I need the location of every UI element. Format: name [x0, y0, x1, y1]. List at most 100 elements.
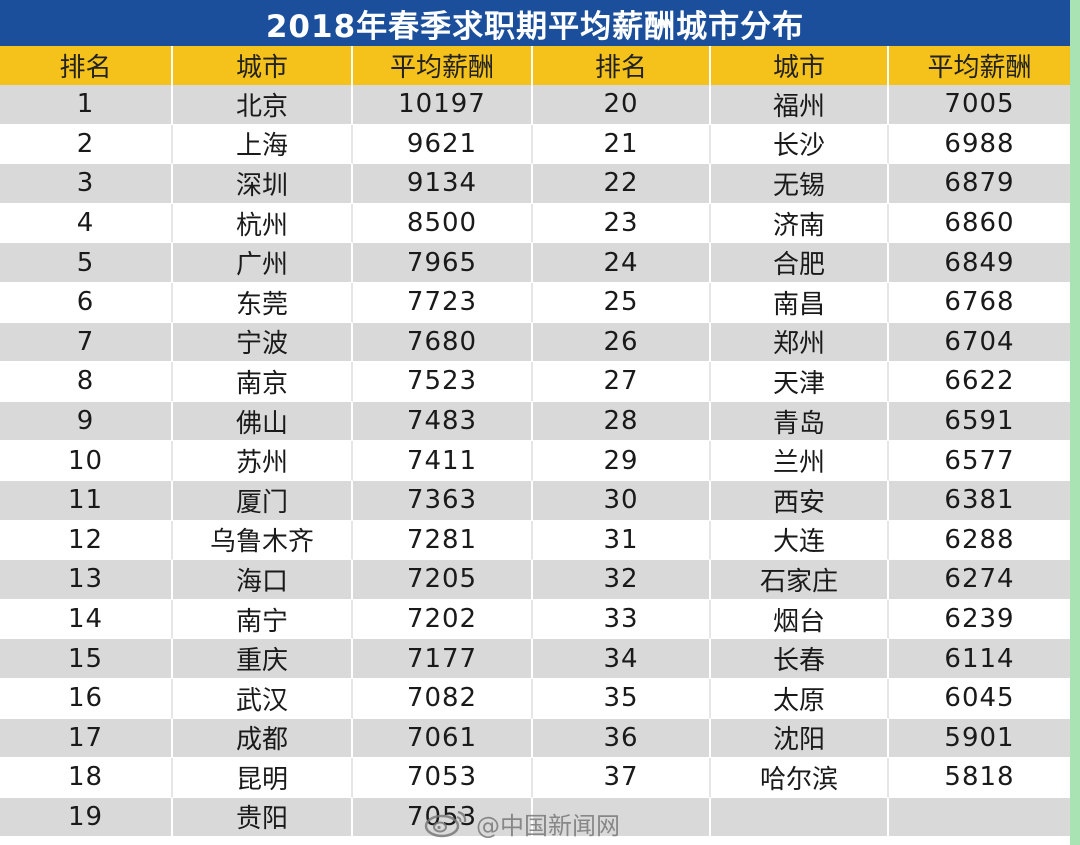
rank-cell: 26	[533, 322, 711, 363]
city-cell: 佛山	[173, 401, 353, 442]
table-row: 7 宁波 7680 26 郑州 6704	[0, 322, 1070, 363]
rank-cell: 15	[0, 639, 173, 679]
table-row: 8 南京 7523 27 天津 6622	[0, 362, 1070, 402]
city-cell: 南宁	[173, 599, 353, 640]
salary-cell: 6704	[889, 322, 1070, 363]
rank-cell: 13	[0, 560, 173, 600]
rank-cell: 27	[533, 362, 711, 402]
rank-cell	[533, 797, 711, 838]
rank-cell: 23	[533, 203, 711, 244]
city-cell: 昆明	[173, 758, 353, 798]
salary-cell: 7061	[353, 718, 533, 759]
city-cell: 北京	[173, 85, 353, 125]
salary-cell: 7177	[353, 639, 533, 679]
city-cell: 苏州	[173, 441, 353, 481]
city-cell: 海口	[173, 560, 353, 600]
rank-cell: 11	[0, 480, 173, 521]
salary-cell: 9134	[353, 164, 533, 204]
rank-cell: 9	[0, 401, 173, 442]
city-cell: 南昌	[711, 282, 889, 323]
city-cell: 天津	[711, 362, 889, 402]
rank-cell: 31	[533, 520, 711, 561]
city-cell: 宁波	[173, 322, 353, 363]
rank-cell: 12	[0, 520, 173, 561]
salary-cell: 7723	[353, 282, 533, 323]
city-cell: 贵阳	[173, 797, 353, 838]
city-cell: 青岛	[711, 401, 889, 442]
rank-cell: 3	[0, 164, 173, 204]
salary-cell: 7205	[353, 560, 533, 600]
city-cell: 上海	[173, 124, 353, 165]
salary-cell: 7202	[353, 599, 533, 640]
salary-cell: 7053	[353, 758, 533, 798]
table-row: 17 成都 7061 36 沈阳 5901	[0, 718, 1070, 759]
rank-cell: 16	[0, 678, 173, 719]
salary-cell: 6849	[889, 243, 1070, 283]
city-cell: 烟台	[711, 599, 889, 640]
table-row: 3 深圳 9134 22 无锡 6879	[0, 164, 1070, 204]
salary-cell: 10197	[353, 85, 533, 125]
city-cell: 南京	[173, 362, 353, 402]
city-cell: 厦门	[173, 480, 353, 521]
table-row: 1 北京 10197 20 福州 7005	[0, 85, 1070, 125]
rank-cell: 20	[533, 85, 711, 125]
city-cell: 福州	[711, 85, 889, 125]
watermark-text: @中国新闻网	[476, 811, 620, 840]
table-row: 11 厦门 7363 30 西安 6381	[0, 480, 1070, 521]
salary-cell: 6381	[889, 480, 1070, 521]
salary-cell: 6622	[889, 362, 1070, 402]
city-cell: 深圳	[173, 164, 353, 204]
salary-cell: 7523	[353, 362, 533, 402]
table-title: 2018年春季求职期平均薪酬城市分布	[0, 0, 1070, 46]
salary-cell: 6288	[889, 520, 1070, 561]
salary-cell: 6591	[889, 401, 1070, 442]
rank-cell: 34	[533, 639, 711, 679]
rank-cell: 30	[533, 480, 711, 521]
rank-cell: 7	[0, 322, 173, 363]
city-cell: 石家庄	[711, 560, 889, 600]
city-cell: 长沙	[711, 124, 889, 165]
header-rank-left: 排名	[0, 46, 173, 85]
rank-cell: 6	[0, 282, 173, 323]
table-row: 18 昆明 7053 37 哈尔滨 5818	[0, 758, 1070, 798]
header-salary-right: 平均薪酬	[889, 46, 1070, 85]
city-cell: 武汉	[173, 678, 353, 719]
rank-cell: 2	[0, 124, 173, 165]
table-row: 6 东莞 7723 25 南昌 6768	[0, 282, 1070, 323]
city-cell: 乌鲁木齐	[173, 520, 353, 561]
rank-cell: 29	[533, 441, 711, 481]
table-row: 2 上海 9621 21 长沙 6988	[0, 124, 1070, 165]
rank-cell: 19	[0, 797, 173, 838]
table-body: 1 北京 10197 20 福州 7005 2 上海 9621 21 长沙 6988 3 深圳 9134 22…	[0, 85, 1070, 838]
salary-cell: 6274	[889, 560, 1070, 600]
rank-cell: 18	[0, 758, 173, 798]
table-row: 13 海口 7205 32 石家庄 6274	[0, 560, 1070, 600]
rank-cell: 28	[533, 401, 711, 442]
city-cell: 兰州	[711, 441, 889, 481]
salary-cell: 7053	[353, 797, 533, 838]
header-rank-right: 排名	[533, 46, 711, 85]
rank-cell: 35	[533, 678, 711, 719]
salary-cell: 6045	[889, 678, 1070, 719]
salary-cell: 6879	[889, 164, 1070, 204]
rank-cell: 32	[533, 560, 711, 600]
rank-cell: 4	[0, 203, 173, 244]
table-header-row: 排名 城市 平均薪酬 排名 城市 平均薪酬	[0, 46, 1070, 85]
table-row: 14 南宁 7202 33 烟台 6239	[0, 599, 1070, 640]
salary-cell	[889, 797, 1070, 838]
salary-cell: 7411	[353, 441, 533, 481]
city-cell: 太原	[711, 678, 889, 719]
table-row: 15 重庆 7177 34 长春 6114	[0, 639, 1070, 679]
salary-cell: 6860	[889, 203, 1070, 244]
rank-cell: 33	[533, 599, 711, 640]
salary-cell: 6577	[889, 441, 1070, 481]
city-cell: 郑州	[711, 322, 889, 363]
rank-cell: 8	[0, 362, 173, 402]
salary-cell: 7965	[353, 243, 533, 283]
salary-cell: 6239	[889, 599, 1070, 640]
rank-cell: 17	[0, 718, 173, 759]
city-cell: 东莞	[173, 282, 353, 323]
rank-cell: 25	[533, 282, 711, 323]
salary-cell: 6768	[889, 282, 1070, 323]
